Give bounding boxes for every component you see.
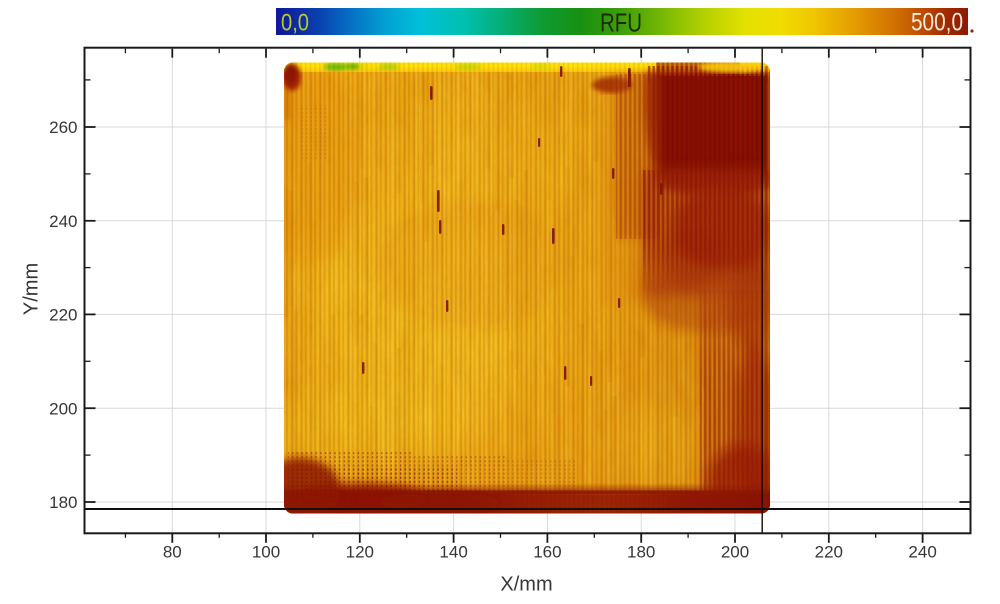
svg-text:0,0: 0,0 bbox=[281, 9, 309, 36]
svg-text:RFU: RFU bbox=[600, 8, 642, 38]
svg-text:160: 160 bbox=[533, 543, 561, 562]
svg-text:140: 140 bbox=[439, 543, 467, 562]
svg-text:240: 240 bbox=[908, 543, 936, 562]
svg-text:180: 180 bbox=[627, 543, 655, 562]
svg-text:200: 200 bbox=[721, 543, 749, 562]
svg-text:180: 180 bbox=[49, 493, 77, 512]
svg-text:Y/mm: Y/mm bbox=[21, 263, 43, 315]
svg-text:220: 220 bbox=[815, 543, 843, 562]
svg-text:120: 120 bbox=[346, 543, 374, 562]
svg-text:240: 240 bbox=[49, 212, 77, 231]
svg-text:X/mm: X/mm bbox=[500, 574, 552, 596]
svg-text:200: 200 bbox=[49, 399, 77, 418]
svg-text:100: 100 bbox=[252, 543, 280, 562]
svg-text:80: 80 bbox=[163, 543, 182, 562]
svg-text:260: 260 bbox=[49, 118, 77, 137]
svg-text:220: 220 bbox=[49, 306, 77, 325]
svg-text:500,0: 500,0 bbox=[911, 9, 963, 37]
